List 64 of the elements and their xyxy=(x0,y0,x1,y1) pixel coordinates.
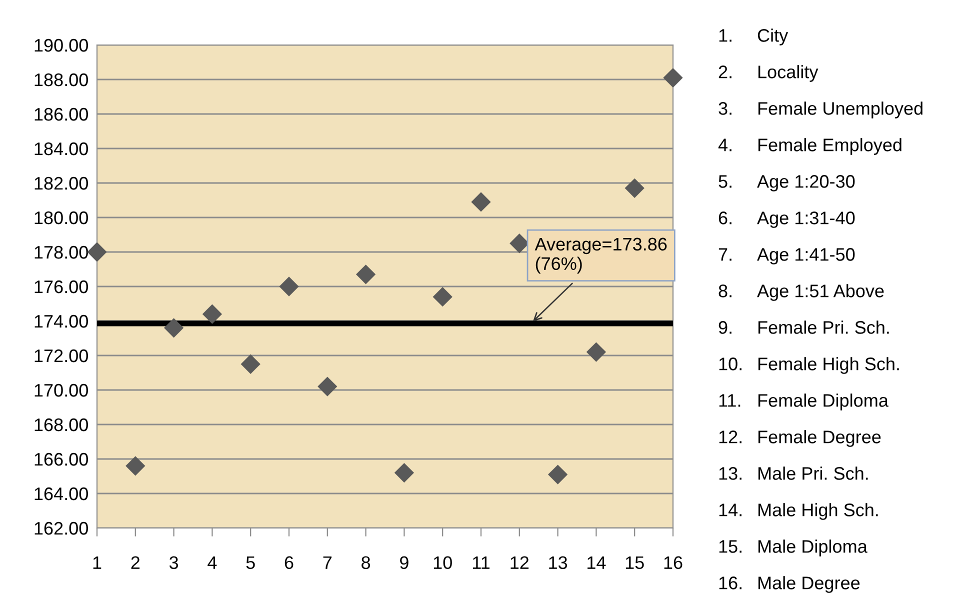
text: 14. Male High Sch. xyxy=(719,503,878,520)
x-tick-label: 14 xyxy=(588,556,606,569)
text: 8. Age 1:51 Above xyxy=(718,284,884,301)
x-tick-label: 5 xyxy=(246,556,255,570)
x-tick-label: 7 xyxy=(323,556,332,569)
y-tick-label: 168.00 xyxy=(34,418,88,432)
y-tick-label: 182.00 xyxy=(34,176,88,190)
text: 11. Female Diploma xyxy=(719,394,888,410)
x-tick-label: 2 xyxy=(131,556,140,569)
point xyxy=(433,287,452,306)
text: 3. Female Unemployed xyxy=(718,102,922,118)
y-tick-label: 180.00 xyxy=(34,211,88,224)
y-tick-label: 172.00 xyxy=(34,349,88,362)
text: 12. Female Degree xyxy=(719,430,881,447)
text: 4. Female Employed xyxy=(718,138,902,155)
x-tick-label: 9 xyxy=(400,556,408,570)
point xyxy=(586,342,606,362)
x-tick-label: 1 xyxy=(93,556,102,569)
point xyxy=(279,276,299,296)
point xyxy=(87,242,107,262)
text: 7. Age 1:41-50 xyxy=(718,248,855,264)
text: 6. Age 1:31-40 xyxy=(718,212,855,228)
text: 5. Age 1:20-30 xyxy=(718,175,855,192)
y-tick-label: 164.00 xyxy=(34,487,88,500)
point xyxy=(625,178,644,198)
text: 1. City xyxy=(719,28,788,46)
x-tick-label: 15 xyxy=(626,556,644,570)
x-tick-label: 16 xyxy=(664,556,682,570)
point xyxy=(548,464,568,484)
point xyxy=(241,354,260,374)
x-tick-label: 10 xyxy=(434,556,452,570)
y-tick-label: 166.00 xyxy=(34,452,88,466)
y-tick-label: 186.00 xyxy=(34,108,88,121)
y-tick-label: 162.00 xyxy=(34,522,88,535)
text: 10. Female High Sch. xyxy=(719,357,899,374)
x-tick-label: 3 xyxy=(169,556,178,570)
y-tick-label: 178.00 xyxy=(34,246,88,259)
point xyxy=(356,264,376,284)
y-tick-label: 184.00 xyxy=(34,142,88,156)
ref-line-label: Average=173.86 (76%) xyxy=(534,238,667,274)
text: 2. Locality xyxy=(718,65,818,82)
x-tick-label: 6 xyxy=(284,556,294,570)
x-tick-label: 8 xyxy=(362,556,370,570)
x-tick-label: 13 xyxy=(549,556,568,570)
point xyxy=(318,377,337,396)
y-tick-label: 188.00 xyxy=(34,73,88,86)
point xyxy=(471,192,491,212)
text: 16. Male Degree xyxy=(719,576,860,593)
x-tick-label: 11 xyxy=(473,556,490,569)
text: 9. Female Pri. Sch. xyxy=(718,320,889,334)
x-tick-label: 4 xyxy=(208,556,217,569)
y-tick-label: 176.00 xyxy=(34,280,88,294)
point xyxy=(164,318,184,338)
y-tick-label: 174.00 xyxy=(34,314,88,328)
x-tick-label: 12 xyxy=(510,556,529,569)
point xyxy=(202,304,222,324)
point xyxy=(663,68,683,88)
point xyxy=(510,234,529,253)
point xyxy=(126,456,145,476)
text: 15. Male Diploma xyxy=(719,540,868,556)
text: 13. Male Pri. Sch. xyxy=(719,466,868,480)
y-tick-label: 170.00 xyxy=(34,384,88,397)
y-tick-label: 190.00 xyxy=(34,38,88,52)
point xyxy=(394,463,414,482)
